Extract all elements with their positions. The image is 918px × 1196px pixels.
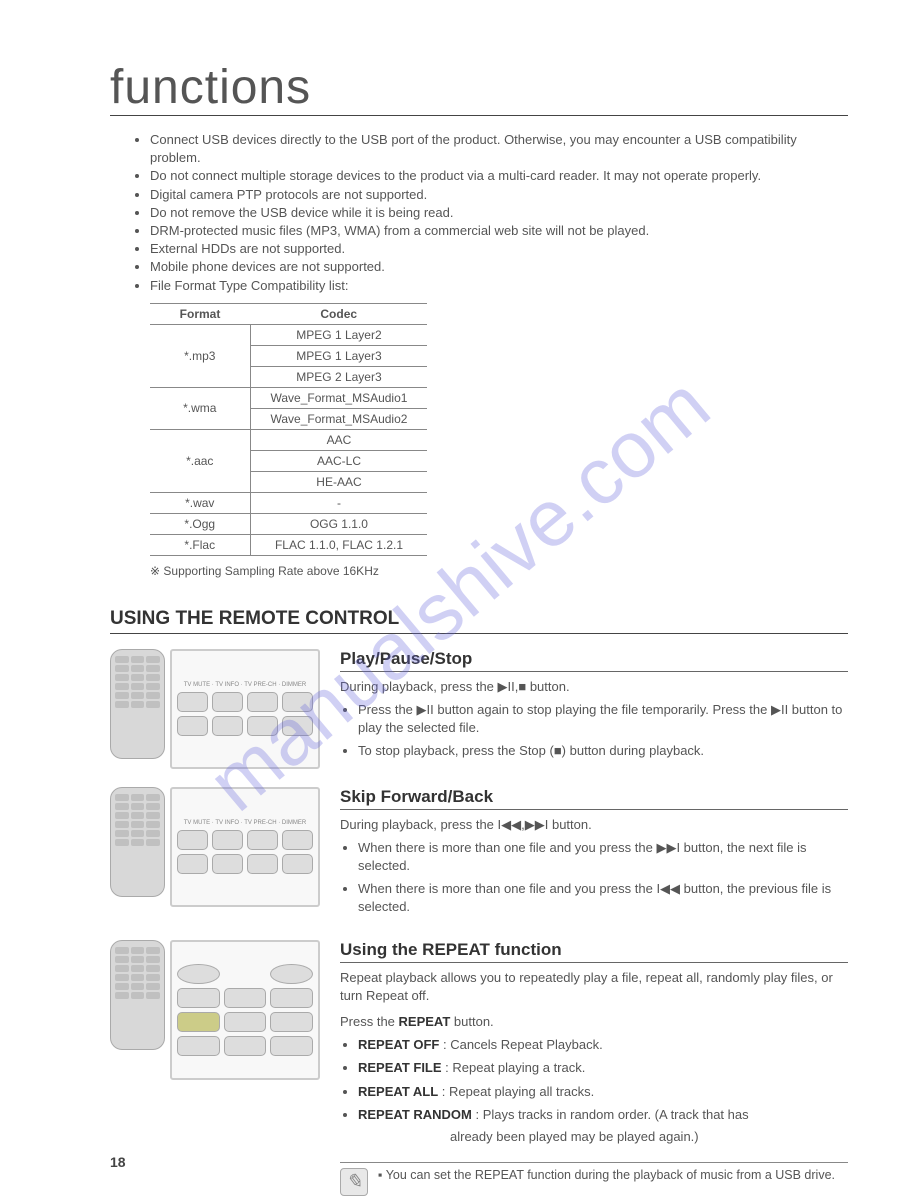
fmt-cell: *.Ogg xyxy=(150,513,250,534)
codec-cell: FLAC 1.1.0, FLAC 1.2.1 xyxy=(250,534,427,555)
codec-cell: MPEG 1 Layer3 xyxy=(250,345,427,366)
repeat-item: REPEAT RANDOM : Plays tracks in random o… xyxy=(358,1106,848,1124)
codec-cell: - xyxy=(250,492,427,513)
bullet-item: Mobile phone devices are not supported. xyxy=(150,258,848,276)
subheading-playpause: Play/Pause/Stop xyxy=(340,649,848,672)
compatibility-table: Format Codec *.mp3MPEG 1 Layer2 MPEG 1 L… xyxy=(150,303,427,556)
instruction-item: To stop playback, press the Stop (■) but… xyxy=(358,742,848,760)
press-text: Press the REPEAT button. xyxy=(340,1013,848,1031)
repeat-item: REPEAT OFF : Cancels Repeat Playback. xyxy=(358,1036,848,1054)
codec-cell: OGG 1.1.0 xyxy=(250,513,427,534)
bullet-item: Connect USB devices directly to the USB … xyxy=(150,131,848,167)
fmt-cell: *.aac xyxy=(150,429,250,492)
instruction-item: Press the ▶II button again to stop playi… xyxy=(358,701,848,737)
page-title: functions xyxy=(110,60,848,116)
fmt-cell: *.wma xyxy=(150,387,250,429)
subheading-skip: Skip Forward/Back xyxy=(340,787,848,810)
intro-text: Repeat playback allows you to repeatedly… xyxy=(340,969,848,1005)
bullet-list: Connect USB devices directly to the USB … xyxy=(140,131,848,295)
bullet-item: Digital camera PTP protocols are not sup… xyxy=(150,186,848,204)
bullet-item: External HDDs are not supported. xyxy=(150,240,848,258)
intro-text: During playback, press the I◀◀,▶▶I butto… xyxy=(340,816,848,834)
fmt-cell: *.mp3 xyxy=(150,324,250,387)
codec-cell: HE-AAC xyxy=(250,471,427,492)
codec-cell: Wave_Format_MSAudio2 xyxy=(250,408,427,429)
remote-illustration xyxy=(110,940,320,1080)
codec-cell: AAC-LC xyxy=(250,450,427,471)
col-header-codec: Codec xyxy=(250,303,427,324)
instruction-item: When there is more than one file and you… xyxy=(358,880,848,916)
subheading-repeat: Using the REPEAT function xyxy=(340,940,848,963)
codec-cell: AAC xyxy=(250,429,427,450)
col-header-format: Format xyxy=(150,303,250,324)
fmt-cell: *.Flac xyxy=(150,534,250,555)
note-box: ✎ ▪ You can set the REPEAT function duri… xyxy=(340,1162,848,1196)
codec-cell: MPEG 1 Layer2 xyxy=(250,324,427,345)
remote-illustration: TV MUTE · TV INFO · TV PRE-CH · DIMMER xyxy=(110,649,320,769)
bullet-item: File Format Type Compatibility list: xyxy=(150,277,848,295)
section-heading: USING THE REMOTE CONTROL xyxy=(110,608,848,634)
note-icon: ✎ xyxy=(340,1168,368,1196)
sampling-note: ※ Supporting Sampling Rate above 16KHz xyxy=(150,564,848,578)
codec-cell: MPEG 2 Layer3 xyxy=(250,366,427,387)
repeat-item: REPEAT ALL : Repeat playing all tracks. xyxy=(358,1083,848,1101)
page-number: 18 xyxy=(110,1154,126,1170)
codec-cell: Wave_Format_MSAudio1 xyxy=(250,387,427,408)
fmt-cell: *.wav xyxy=(150,492,250,513)
instruction-item: When there is more than one file and you… xyxy=(358,839,848,875)
bullet-item: DRM-protected music files (MP3, WMA) fro… xyxy=(150,222,848,240)
remote-illustration: TV MUTE · TV INFO · TV PRE-CH · DIMMER xyxy=(110,787,320,907)
continuation-text: already been played may be played again.… xyxy=(450,1129,848,1144)
intro-text: During playback, press the ▶II,■ button. xyxy=(340,678,848,696)
note-text: ▪ You can set the REPEAT function during… xyxy=(378,1168,848,1182)
bullet-item: Do not remove the USB device while it is… xyxy=(150,204,848,222)
repeat-item: REPEAT FILE : Repeat playing a track. xyxy=(358,1059,848,1077)
bullet-item: Do not connect multiple storage devices … xyxy=(150,167,848,185)
